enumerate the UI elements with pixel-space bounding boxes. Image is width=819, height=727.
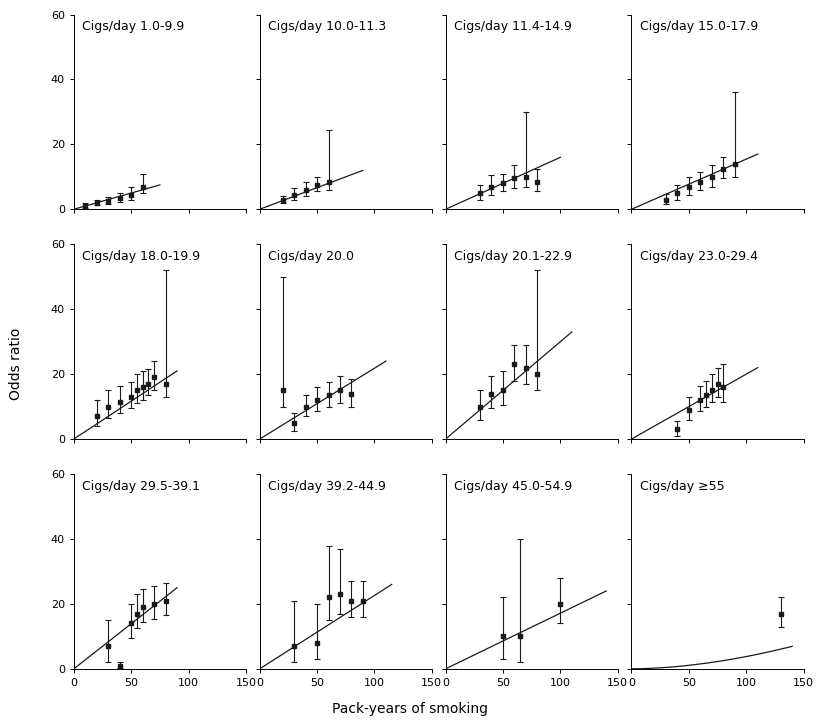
Text: Odds ratio: Odds ratio (9, 327, 24, 400)
Text: Cigs/day ≥55: Cigs/day ≥55 (640, 480, 724, 493)
Text: Cigs/day 10.0-11.3: Cigs/day 10.0-11.3 (268, 20, 386, 33)
Text: Cigs/day 20.0: Cigs/day 20.0 (268, 250, 354, 263)
Text: Cigs/day 45.0-54.9: Cigs/day 45.0-54.9 (454, 480, 572, 493)
Text: Cigs/day 20.1-22.9: Cigs/day 20.1-22.9 (454, 250, 572, 263)
Text: Cigs/day 39.2-44.9: Cigs/day 39.2-44.9 (268, 480, 386, 493)
Text: Cigs/day 11.4-14.9: Cigs/day 11.4-14.9 (454, 20, 572, 33)
Text: Cigs/day 29.5-39.1: Cigs/day 29.5-39.1 (82, 480, 200, 493)
Text: Cigs/day 18.0-19.9: Cigs/day 18.0-19.9 (82, 250, 201, 263)
Text: Cigs/day 23.0-29.4: Cigs/day 23.0-29.4 (640, 250, 757, 263)
Text: Pack-years of smoking: Pack-years of smoking (332, 702, 487, 716)
Text: Cigs/day 15.0-17.9: Cigs/day 15.0-17.9 (640, 20, 758, 33)
Text: Cigs/day 1.0-9.9: Cigs/day 1.0-9.9 (82, 20, 184, 33)
